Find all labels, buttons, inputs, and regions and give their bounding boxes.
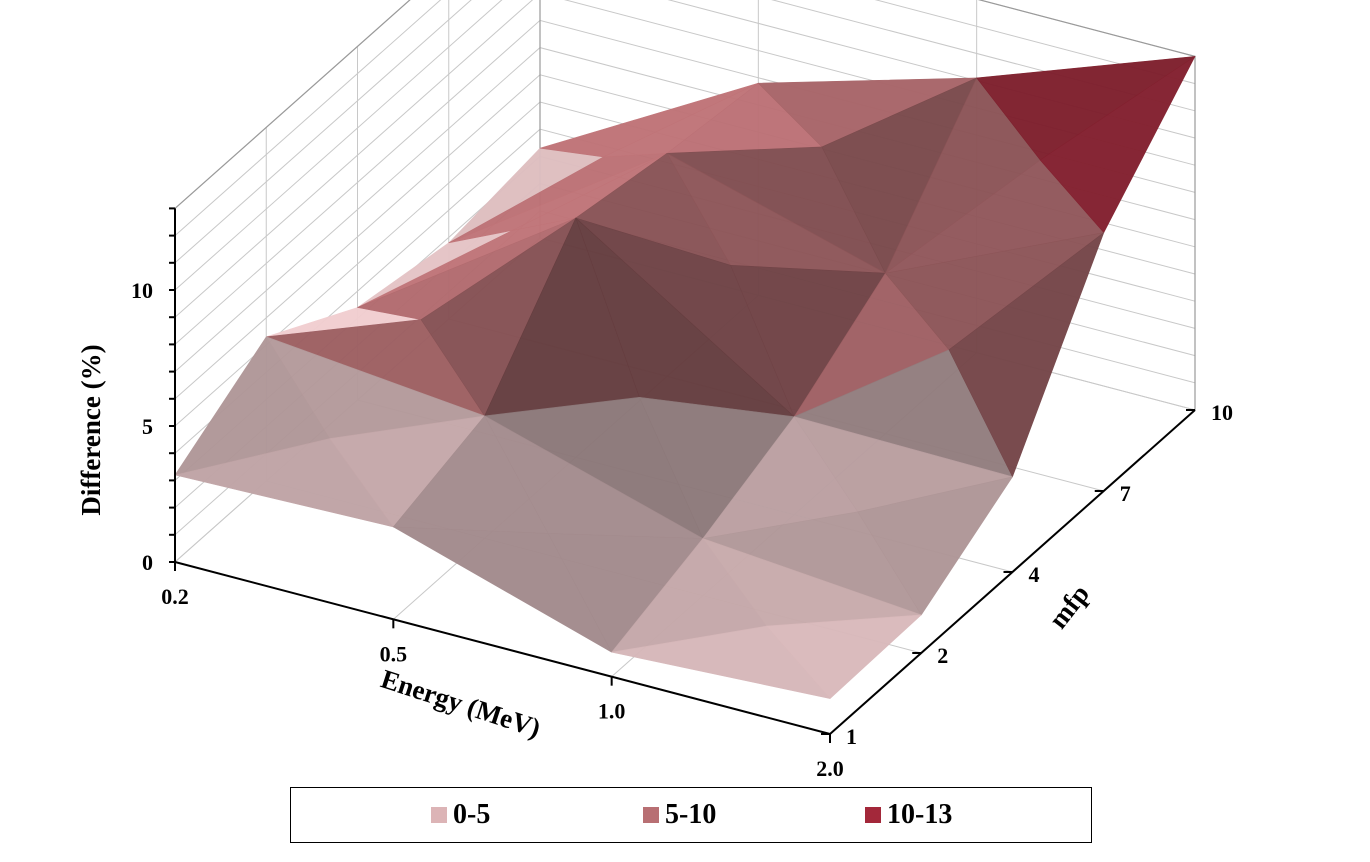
surface-facet [1039, 56, 1196, 233]
z-axis-title: Difference (%) [76, 344, 106, 515]
z-tick-label: 0 [142, 550, 153, 575]
tick-labels: 0 5 10 0.2 0.5 1.0 2.01 2 4 7 10 [131, 278, 1233, 781]
legend-swatch [643, 807, 659, 823]
legend-item-0-5: 0-5 [431, 799, 491, 830]
wall-frame [174, 0, 1196, 410]
legend-item-10-13: 10-13 [865, 799, 953, 830]
legend: 0-5 5-10 10-13 [290, 787, 1092, 843]
legend-label: 0-5 [453, 799, 491, 830]
legend-swatch [431, 807, 447, 823]
x-tick-label: 0.2 [161, 584, 189, 609]
surface-facet [948, 232, 1105, 478]
axes [169, 207, 1196, 743]
legend-label: 5-10 [665, 799, 717, 830]
z-tick-label: 10 [131, 278, 153, 303]
x-axis-title: Energy (MeV) [377, 664, 544, 744]
legend-label: 10-13 [887, 799, 953, 830]
legend-item-5-10: 5-10 [643, 799, 717, 830]
x-tick-label: 0.5 [380, 641, 408, 666]
x-tick-label: 2.0 [816, 756, 844, 781]
legend-swatch [865, 807, 881, 823]
y-tick-label: 1 [846, 724, 857, 749]
surface-plot [174, 56, 1196, 699]
x-tick-label: 1.0 [598, 699, 626, 724]
x-axis-line [174, 561, 831, 735]
y-tick-label: 2 [937, 643, 948, 668]
y-tick-label: 10 [1211, 400, 1233, 425]
y-tick-label: 4 [1029, 562, 1040, 587]
surface-facet [857, 476, 1013, 616]
y-tick-label: 7 [1120, 481, 1131, 506]
y-axis-title: mfp [1043, 579, 1095, 634]
surface-facet [766, 614, 922, 699]
z-tick-label: 5 [142, 414, 153, 439]
